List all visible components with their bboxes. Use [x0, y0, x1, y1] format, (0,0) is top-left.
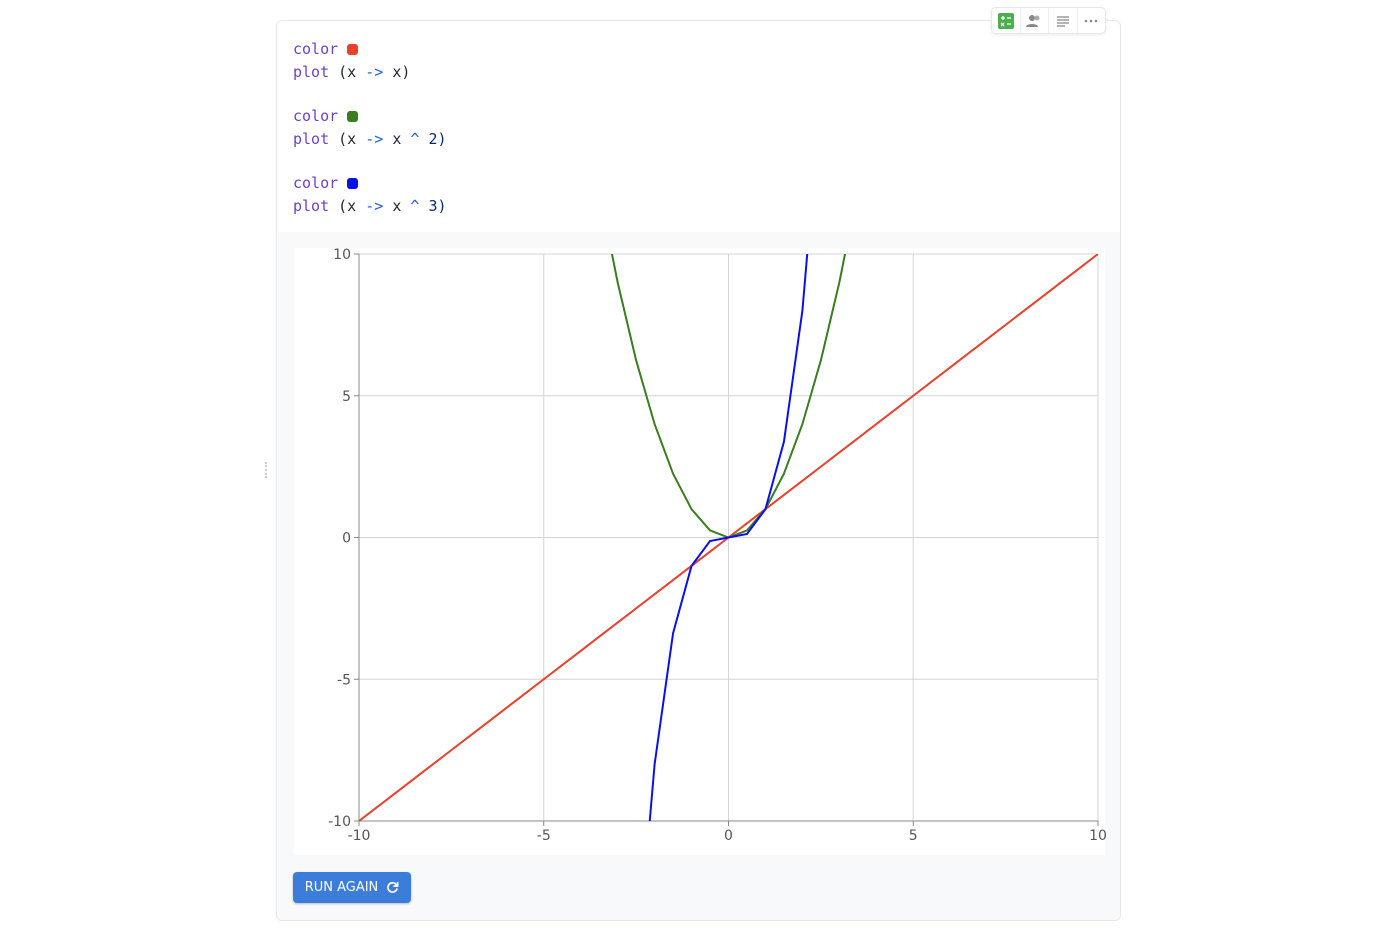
code-line: color: [293, 105, 447, 128]
y-tick-label: 10: [333, 247, 351, 263]
drag-handle[interactable]: [265, 462, 269, 478]
x-tick-label: 10: [1089, 828, 1107, 844]
code-token: ^: [410, 196, 420, 215]
code-line: plot (x -> x ^ 3): [293, 195, 447, 218]
y-tick-label: -10: [328, 814, 351, 830]
code-token: ->: [365, 129, 384, 148]
x-tick-label: 0: [724, 828, 733, 844]
code-line: color: [293, 38, 447, 61]
cell-toolbar: [991, 7, 1106, 34]
code-token: 2): [428, 129, 447, 148]
code-cell: color plot (x -> x) color plot (x -> x ^ 2)…: [276, 20, 1121, 921]
code-token: (x: [338, 129, 357, 148]
code-token: plot: [293, 62, 330, 81]
code-token: (x: [338, 196, 357, 215]
text-button[interactable]: [1049, 8, 1078, 33]
more-button[interactable]: [1078, 8, 1106, 33]
y-tick-label: -5: [337, 672, 351, 688]
x-tick-label: -5: [537, 828, 551, 844]
x-tick-label: -10: [348, 828, 371, 844]
code-token: x): [392, 62, 411, 81]
code-token: x: [392, 129, 402, 148]
icon: [1084, 19, 1098, 22]
code-token: (x: [338, 62, 357, 81]
color-swatch[interactable]: [347, 178, 359, 189]
color-swatch[interactable]: [347, 44, 359, 55]
refresh-icon: [387, 881, 399, 893]
color-swatch[interactable]: [347, 111, 359, 122]
icon: [1056, 15, 1069, 27]
x-tick-label: 5: [909, 828, 918, 844]
plot-background: [294, 248, 1105, 855]
code-editor[interactable]: color plot (x -> x) color plot (x -> x ^ 2)…: [293, 38, 447, 217]
button-label: RUN AGAIN: [304, 880, 379, 895]
icon: [1026, 14, 1040, 27]
code-token: 3): [428, 196, 447, 215]
code-line: plot (x -> x ^ 2): [293, 128, 447, 151]
calculator-button[interactable]: [992, 8, 1021, 33]
code-line: color: [293, 172, 447, 195]
series-line: [648, 254, 809, 821]
code-token: plot: [293, 196, 330, 215]
run-again-button[interactable]: RUN AGAIN: [293, 872, 411, 903]
code-token: ->: [365, 196, 384, 215]
users-button[interactable]: [1021, 8, 1049, 33]
code-token: ^: [410, 129, 420, 148]
code-token: color: [293, 40, 339, 58]
code-token: color: [293, 107, 339, 125]
code-line: plot (x -> x): [293, 61, 447, 84]
code-token: ->: [365, 62, 384, 81]
icon: [997, 12, 1014, 29]
code-token: color: [293, 174, 339, 192]
output: -10 -5 0 5 10 -10 -5 0 5 10 RUN AGAIN: [277, 232, 1120, 920]
code-token: plot: [293, 129, 330, 148]
y-tick-label: 0: [342, 531, 351, 547]
chart: -10 -5 0 5 10 -10 -5 0 5 10: [294, 247, 1107, 855]
code-token: x: [392, 196, 402, 215]
y-tick-label: 5: [342, 389, 351, 405]
